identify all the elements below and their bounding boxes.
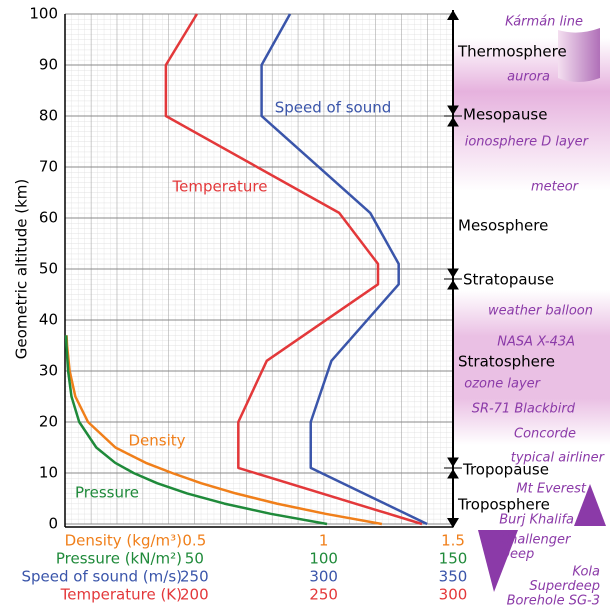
y-tick-label: 20 xyxy=(39,413,58,431)
y-tick-label: 50 xyxy=(39,260,58,278)
landmark-label: SR-71 Blackbird xyxy=(472,402,576,417)
landmark-label: Deep xyxy=(500,547,534,562)
landmark-label: ionosphere D layer xyxy=(465,135,590,150)
landmark-label: Concorde xyxy=(514,427,576,442)
series-label: Pressure xyxy=(75,484,139,502)
x-axis-label: Temperature (K) xyxy=(60,586,182,604)
x-axis-label: Density (kg/m³) xyxy=(65,532,182,550)
layer-label: Troposphere xyxy=(457,496,550,514)
landmark-label: Mt Everest xyxy=(516,482,586,497)
x-tick-label: 350 xyxy=(439,568,468,586)
x-tick-label: 200 xyxy=(180,586,209,604)
landmark-label: Burj Khalifa xyxy=(499,513,574,528)
landmark-label: NASA X-43A xyxy=(497,335,575,350)
x-tick-label: 250 xyxy=(309,586,338,604)
y-tick-label: 0 xyxy=(48,515,58,533)
landmark-label: Borehole SG-3 xyxy=(507,594,600,609)
landmark-label: Kármán line xyxy=(505,15,583,30)
x-tick-label: 1.5 xyxy=(441,532,465,550)
y-tick-label: 100 xyxy=(29,5,58,23)
layer-label: Mesopause xyxy=(463,106,547,124)
landmark-label: meteor xyxy=(531,180,580,195)
x-axis-label: Pressure (kN/m²) xyxy=(56,550,182,568)
y-tick-label: 90 xyxy=(39,56,58,74)
landmark-label: Challenger xyxy=(500,533,572,548)
series-label: Temperature xyxy=(171,178,267,196)
landmark-label: ozone layer xyxy=(464,377,541,392)
y-tick-label: 40 xyxy=(39,311,58,329)
layer-label: Stratosphere xyxy=(458,353,555,371)
landmark-label: weather balloon xyxy=(488,304,593,319)
x-tick-label: 150 xyxy=(439,550,468,568)
series-label: Density xyxy=(128,432,185,450)
x-tick-label: 0.5 xyxy=(182,532,206,550)
x-tick-label: 1 xyxy=(319,532,329,550)
y-axis-label: Geometric altitude (km) xyxy=(13,179,31,359)
x-tick-label: 100 xyxy=(309,550,338,568)
landmark-label: aurora xyxy=(507,70,550,85)
x-tick-label: 250 xyxy=(180,568,209,586)
y-tick-label: 70 xyxy=(39,158,58,176)
chart: Geometric altitude (km) Thermosphere Meso… xyxy=(0,0,610,608)
landmark-label: typical airliner xyxy=(511,451,606,466)
y-tick-label: 60 xyxy=(39,209,58,227)
series-label: Speed of sound xyxy=(275,99,392,117)
x-axis-label: Speed of sound (m/s) xyxy=(22,568,183,586)
y-tick-label: 30 xyxy=(39,362,58,380)
layer-label: Mesosphere xyxy=(458,217,548,235)
landmark-label: Superdeep xyxy=(529,579,600,594)
layer-label: Thermosphere xyxy=(457,43,567,61)
y-tick-label: 10 xyxy=(39,464,58,482)
landmark-label: Kola xyxy=(572,565,600,580)
x-tick-label: 300 xyxy=(439,586,468,604)
x-tick-label: 300 xyxy=(309,568,338,586)
x-tick-label: 50 xyxy=(185,550,204,568)
y-tick-label: 80 xyxy=(39,107,58,125)
layer-label: Stratopause xyxy=(463,271,554,289)
